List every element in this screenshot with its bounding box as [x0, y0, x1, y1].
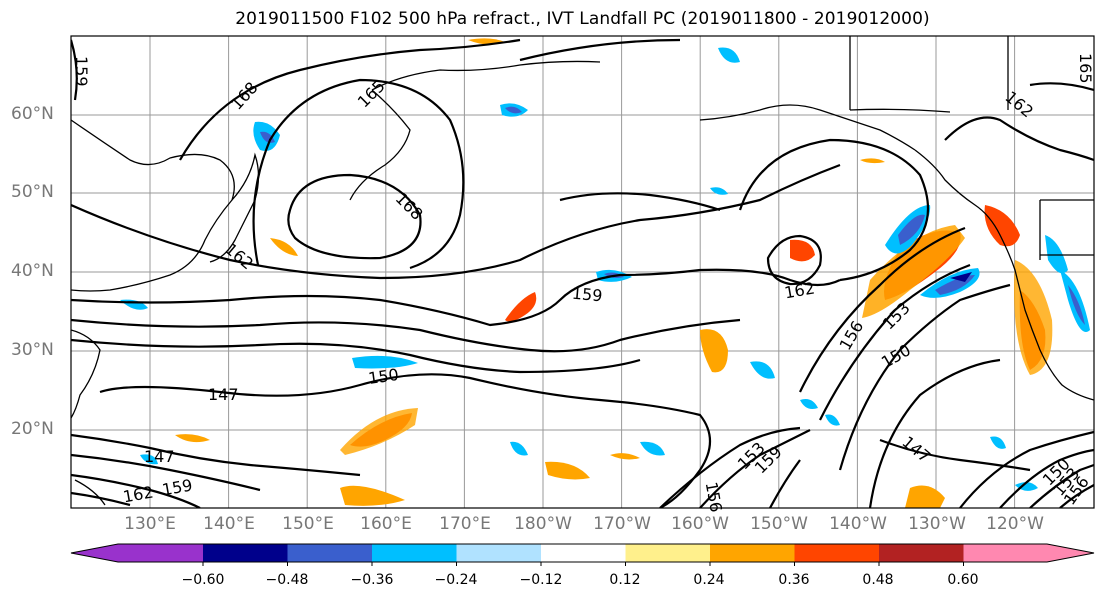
colorbar-under-arrow: [71, 544, 118, 562]
colorbar-segment: [541, 544, 626, 562]
colorbar-segment: [456, 544, 541, 562]
colorbar-tick-label: 0.12: [609, 572, 641, 588]
colorbar-tick-label: −0.48: [265, 572, 309, 588]
lon-label: 170°E: [439, 514, 491, 534]
lon-label: 130°W: [908, 514, 966, 534]
lon-label: 140°E: [203, 514, 255, 534]
colorbar: [70, 543, 1095, 566]
colorbar-tick-label: −0.24: [434, 572, 478, 588]
lat-label-40n: 40°N: [11, 261, 54, 281]
colorbar-segment: [118, 544, 203, 562]
colorbar-tick-label: 0.24: [693, 572, 725, 588]
colorbar-segment: [372, 544, 457, 562]
colorbar-segment: [879, 544, 964, 562]
colorbar-tick-label: 0.48: [862, 572, 894, 588]
lat-label-20n: 20°N: [11, 419, 54, 439]
contour-label: 147: [208, 385, 239, 404]
lat-label-50n: 50°N: [11, 182, 54, 202]
colorbar-outline: [70, 543, 1095, 563]
lat-label-30n: 30°N: [11, 340, 54, 360]
colorbar-tick-label: −0.60: [181, 572, 225, 588]
colorbar-segment: [203, 544, 288, 562]
colorbar-tick-label: −0.36: [350, 572, 394, 588]
coastlines: [71, 36, 1094, 506]
height-contours: [71, 38, 1094, 508]
colorbar-over-arrow: [1047, 544, 1094, 562]
colorbar-tick-label: −0.12: [519, 572, 563, 588]
colorbar-segment: [710, 544, 795, 562]
colorbar-segment: [794, 544, 879, 562]
lon-label: 170°W: [593, 514, 651, 534]
contour-label: 147: [144, 447, 175, 466]
refractivity-shading: [120, 38, 1090, 508]
colorbar-segment: [963, 544, 1047, 562]
contour-label: 156: [702, 480, 726, 513]
positive-shading-patches: [175, 38, 1053, 508]
contour-label: 159: [72, 56, 91, 87]
lon-label: 150°E: [282, 514, 334, 534]
contour-label: 159: [571, 284, 603, 306]
lat-label-60n: 60°N: [11, 104, 54, 124]
lon-label: 150°W: [750, 514, 808, 534]
lon-label: 180°W: [514, 514, 572, 534]
colorbar-segment: [625, 544, 710, 562]
map-title: 2019011500 F102 500 hPa refract., IVT La…: [235, 9, 930, 29]
contour-label: 150: [367, 365, 400, 388]
lon-label: 140°W: [829, 514, 887, 534]
colorbar-tick-label: 0.36: [778, 572, 810, 588]
colorbar-tick-label: 0.60: [947, 572, 979, 588]
colorbar-segment: [287, 544, 372, 562]
contour-label: 165: [1076, 53, 1095, 84]
lon-label: 160°W: [671, 514, 729, 534]
lon-label: 130°E: [124, 514, 176, 534]
lon-label: 120°W: [986, 514, 1044, 534]
lon-label: 160°E: [360, 514, 412, 534]
map-frame: [70, 35, 1095, 509]
